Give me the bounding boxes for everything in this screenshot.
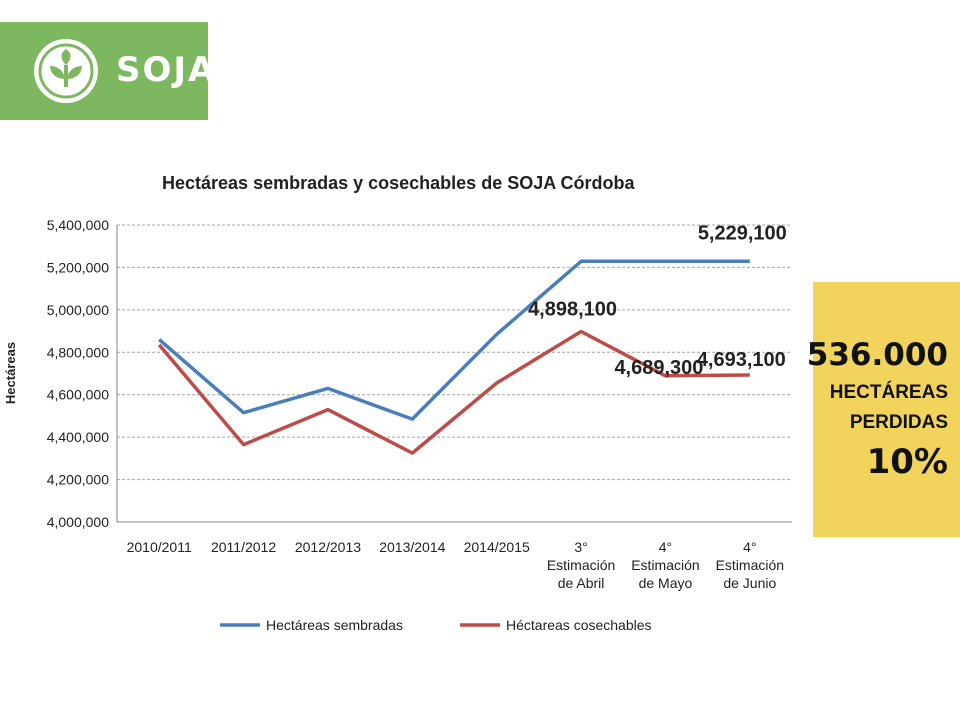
x-tick-label: 2014/2015 — [464, 539, 530, 555]
x-tick-label: 2010/2011 — [127, 539, 192, 555]
leaf-icon — [34, 39, 98, 103]
callout-percent: 10% — [866, 442, 948, 482]
y-axis-label: Hectáreas — [3, 342, 18, 404]
x-tick-label: 4° — [659, 539, 672, 555]
x-tick-label: de Abril — [558, 575, 605, 591]
x-tick-label: Estimación — [631, 557, 699, 573]
x-tick-label: Estimación — [547, 557, 615, 573]
y-tick-label: 4,600,000 — [47, 387, 109, 403]
y-tick-label: 5,200,000 — [47, 259, 109, 275]
y-tick-label: 5,400,000 — [47, 217, 109, 233]
y-tick-label: 4,200,000 — [47, 472, 109, 488]
legend-label: Héctareas cosechables — [506, 617, 652, 633]
series-line-0 — [158, 259, 750, 421]
x-tick-label: 2013/2014 — [379, 539, 445, 555]
callout-line1: HECTÁREAS — [829, 382, 948, 403]
data-label: 5,229,100 — [698, 222, 787, 244]
callout-line2: PERDIDAS — [849, 412, 948, 433]
data-label: 4,689,300 — [614, 357, 703, 379]
y-tick-label: 4,400,000 — [47, 429, 109, 445]
x-tick-label: 4° — [743, 539, 756, 555]
x-tick-label: 3° — [574, 539, 587, 555]
y-tick-label: 4,800,000 — [47, 344, 109, 360]
x-tick-label: 2012/2013 — [295, 539, 361, 555]
x-tick-label: de Mayo — [639, 575, 693, 591]
x-tick-label: Estimación — [716, 557, 784, 573]
brand-logo: SOJA — [0, 22, 214, 120]
callout-value: 536.000 — [806, 337, 948, 373]
y-tick-label: 5,000,000 — [47, 302, 109, 318]
loss-callout: 536.000 HECTÁREAS PERDIDAS 10% — [807, 282, 960, 537]
chart-title: Hectáreas sembradas y cosechables de SOJ… — [162, 173, 635, 193]
series-line-1 — [157, 329, 750, 455]
logo-text: SOJA — [116, 50, 217, 90]
data-label: 4,898,100 — [528, 298, 617, 320]
y-tick-label: 4,000,000 — [47, 514, 109, 530]
legend-label: Hectáreas sembradas — [266, 617, 403, 633]
x-tick-label: 2011/2012 — [211, 539, 276, 555]
data-label: 4,693,100 — [697, 349, 786, 371]
x-tick-label: de Junio — [723, 575, 776, 591]
